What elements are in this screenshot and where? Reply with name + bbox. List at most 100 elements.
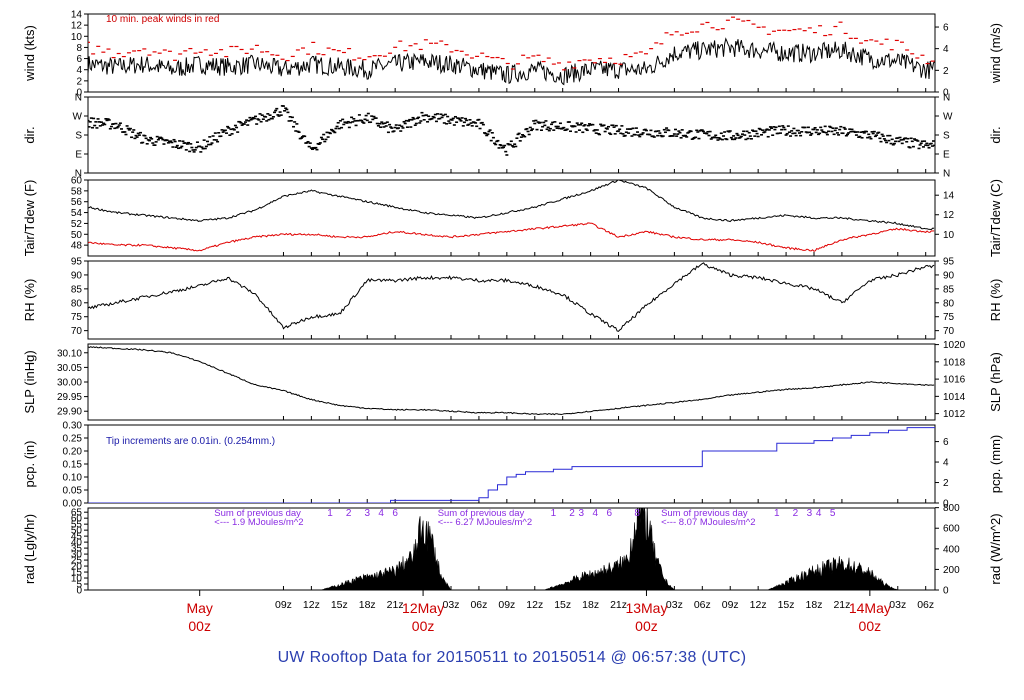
xtick-label: 18z <box>806 599 823 611</box>
temp-ytick-label: 52 <box>71 219 83 230</box>
temp-ytick-label: 54 <box>71 208 83 219</box>
radiation-hour-mark: 3 <box>807 508 813 519</box>
day-date-label: May <box>186 600 212 616</box>
radiation-hour-mark: 4 <box>378 508 384 519</box>
dir-ytick-label: S <box>75 131 82 142</box>
rad-ytick-label: 5 <box>76 580 82 591</box>
day-time-label: 00z <box>412 618 435 634</box>
pcp-ytick-right-label: 2 <box>943 478 949 489</box>
xtick-label: 12z <box>750 599 767 611</box>
wind-ytick-label: 2 <box>76 76 82 87</box>
slp-series-slp <box>88 346 935 416</box>
wind-ytick-label: 6 <box>76 54 82 65</box>
radiation-hour-mark: 5 <box>830 508 836 519</box>
dir-ytick-right-label: N <box>943 169 950 180</box>
dir-ytick-label: N <box>75 93 82 104</box>
wind-ytick-label: 14 <box>71 10 83 21</box>
rad-ytick-label: 15 <box>71 568 83 579</box>
rh-ytick-right-label: 80 <box>943 298 955 309</box>
pcp-ytick-right-label: 4 <box>943 458 949 469</box>
day-date-label: 14May <box>849 600 891 616</box>
wind-peak-annotation: 10 min. peak winds in red <box>106 14 219 25</box>
rad-ytick-label: 35 <box>71 544 83 555</box>
temp-ytick-right-label: 10 <box>943 230 955 241</box>
dir-ytick-label: W <box>73 112 83 123</box>
xtick-label: 03z <box>666 599 683 611</box>
xtick-label: 06z <box>694 599 711 611</box>
rh-ylabel: RH (%) <box>22 279 37 322</box>
radiation-area <box>88 508 935 590</box>
rad-ytick-label: 10 <box>71 574 83 585</box>
slp-ytick-label: 30.00 <box>57 378 82 389</box>
rad-ytick-right-label: 200 <box>943 565 960 576</box>
temp-series-tair <box>88 180 935 231</box>
rh-frame <box>87 260 936 340</box>
pcp-ytick-label: 0.20 <box>63 447 83 458</box>
dir-ytick-label: E <box>75 150 82 161</box>
xtick-label: 09z <box>275 599 292 611</box>
radiation-hour-mark: 4 <box>592 508 598 519</box>
temp-ytick-right-label: 12 <box>943 210 955 221</box>
temp-ytick-label: 56 <box>71 197 83 208</box>
rad-ytick-label: 60 <box>71 514 83 525</box>
rh-ytick-right-label: 75 <box>943 312 955 323</box>
pcp-panel: pcp. (in) pcp. (mm) 0.00 0.05 0.10 0.15 0.20 0.… <box>22 421 1003 510</box>
rh-ytick-right-label: 90 <box>943 270 955 281</box>
xtick-label: 12z <box>526 599 543 611</box>
rh-ytick-right-label: 85 <box>943 284 955 295</box>
pcp-ytick-right-label: 6 <box>943 437 949 448</box>
rh-ytick-label: 75 <box>71 312 83 323</box>
wind-ytick-right-label: 6 <box>943 23 949 34</box>
slp-ytick-right-label: 1018 <box>943 357 966 368</box>
rad-ylabel-right: rad (W/m^2) <box>988 513 1003 584</box>
pcp-ytick-label: 0.30 <box>63 421 83 432</box>
pcp-ylabel: pcp. (in) <box>22 441 37 488</box>
day-date-label: 12May <box>402 600 444 616</box>
radiation-hour-mark: 2 <box>346 508 352 519</box>
xtick-label: 21z <box>833 599 850 611</box>
radiation-note: <--- 8.07 MJoules/m^2 <box>661 517 755 528</box>
wind-ylabel: wind (kts) <box>22 25 37 82</box>
time-axis: 09z 12z 15z 18z 21z 03z 06z 09z 12z 15z 18z 21z 03z 0… <box>186 590 934 634</box>
wind-ytick-label: 4 <box>76 65 82 76</box>
xtick-label: 18z <box>582 599 599 611</box>
xtick-label: 03z <box>889 599 906 611</box>
radiation-hour-mark: 1 <box>774 508 780 519</box>
temp-ytick-label: 60 <box>71 176 83 187</box>
radiation-hour-mark: 6 <box>392 508 398 519</box>
dir-plot-area <box>88 105 935 156</box>
dir-frame <box>87 96 936 174</box>
wind-plot-area <box>88 16 935 86</box>
temp-ylabel: Tair/Tdew (F) <box>22 180 37 257</box>
radiation-note: <--- 1.9 MJoules/m^2 <box>214 517 303 528</box>
rh-series-rh <box>88 262 935 332</box>
rad-ytick-label: 0 <box>76 586 82 597</box>
wind-ytick-label: 0 <box>76 88 82 99</box>
dir-ylabel-right: dir. <box>988 126 1003 143</box>
temp-ytick-right-label: 14 <box>943 191 955 202</box>
pcp-annotation: Tip increments are 0.01in. (0.254mm.) <box>106 436 275 447</box>
slp-plot-area <box>88 346 935 416</box>
temp-plot-area <box>88 180 935 252</box>
dir-ytick-right-label: S <box>943 131 950 142</box>
radiation-hour-mark: 3 <box>579 508 585 519</box>
rh-plot-area <box>88 262 935 332</box>
rad-panel: rad (Lgly/hr) rad (W/m^2)0510152025303540… <box>22 503 1003 597</box>
slp-ytick-right-label: 1012 <box>943 409 966 420</box>
xtick-label: 21z <box>387 599 404 611</box>
wind-ytick-label: 10 <box>71 32 83 43</box>
xtick-label: 03z <box>443 599 460 611</box>
slp-ytick-right-label: 1016 <box>943 375 966 386</box>
radiation-note: <--- 6.27 MJoules/m^2 <box>438 517 532 528</box>
temp-panel: Tair/Tdew (F) Tair/Tdew (C) 48505254565860… <box>22 176 1003 258</box>
xtick-label: 15z <box>554 599 571 611</box>
rh-ylabel-right: RH (%) <box>988 279 1003 322</box>
pcp-ylabel-right: pcp. (mm) <box>988 435 1003 494</box>
temp-ytick-label: 48 <box>71 241 83 252</box>
rad-ytick-label: 50 <box>71 526 83 537</box>
radiation-hour-mark: 1 <box>327 508 333 519</box>
pcp-ytick-label: 0.05 <box>63 486 83 497</box>
temp-frame <box>87 179 936 257</box>
rad-ytick-label: 25 <box>71 556 83 567</box>
day-time-label: 00z <box>859 618 882 634</box>
